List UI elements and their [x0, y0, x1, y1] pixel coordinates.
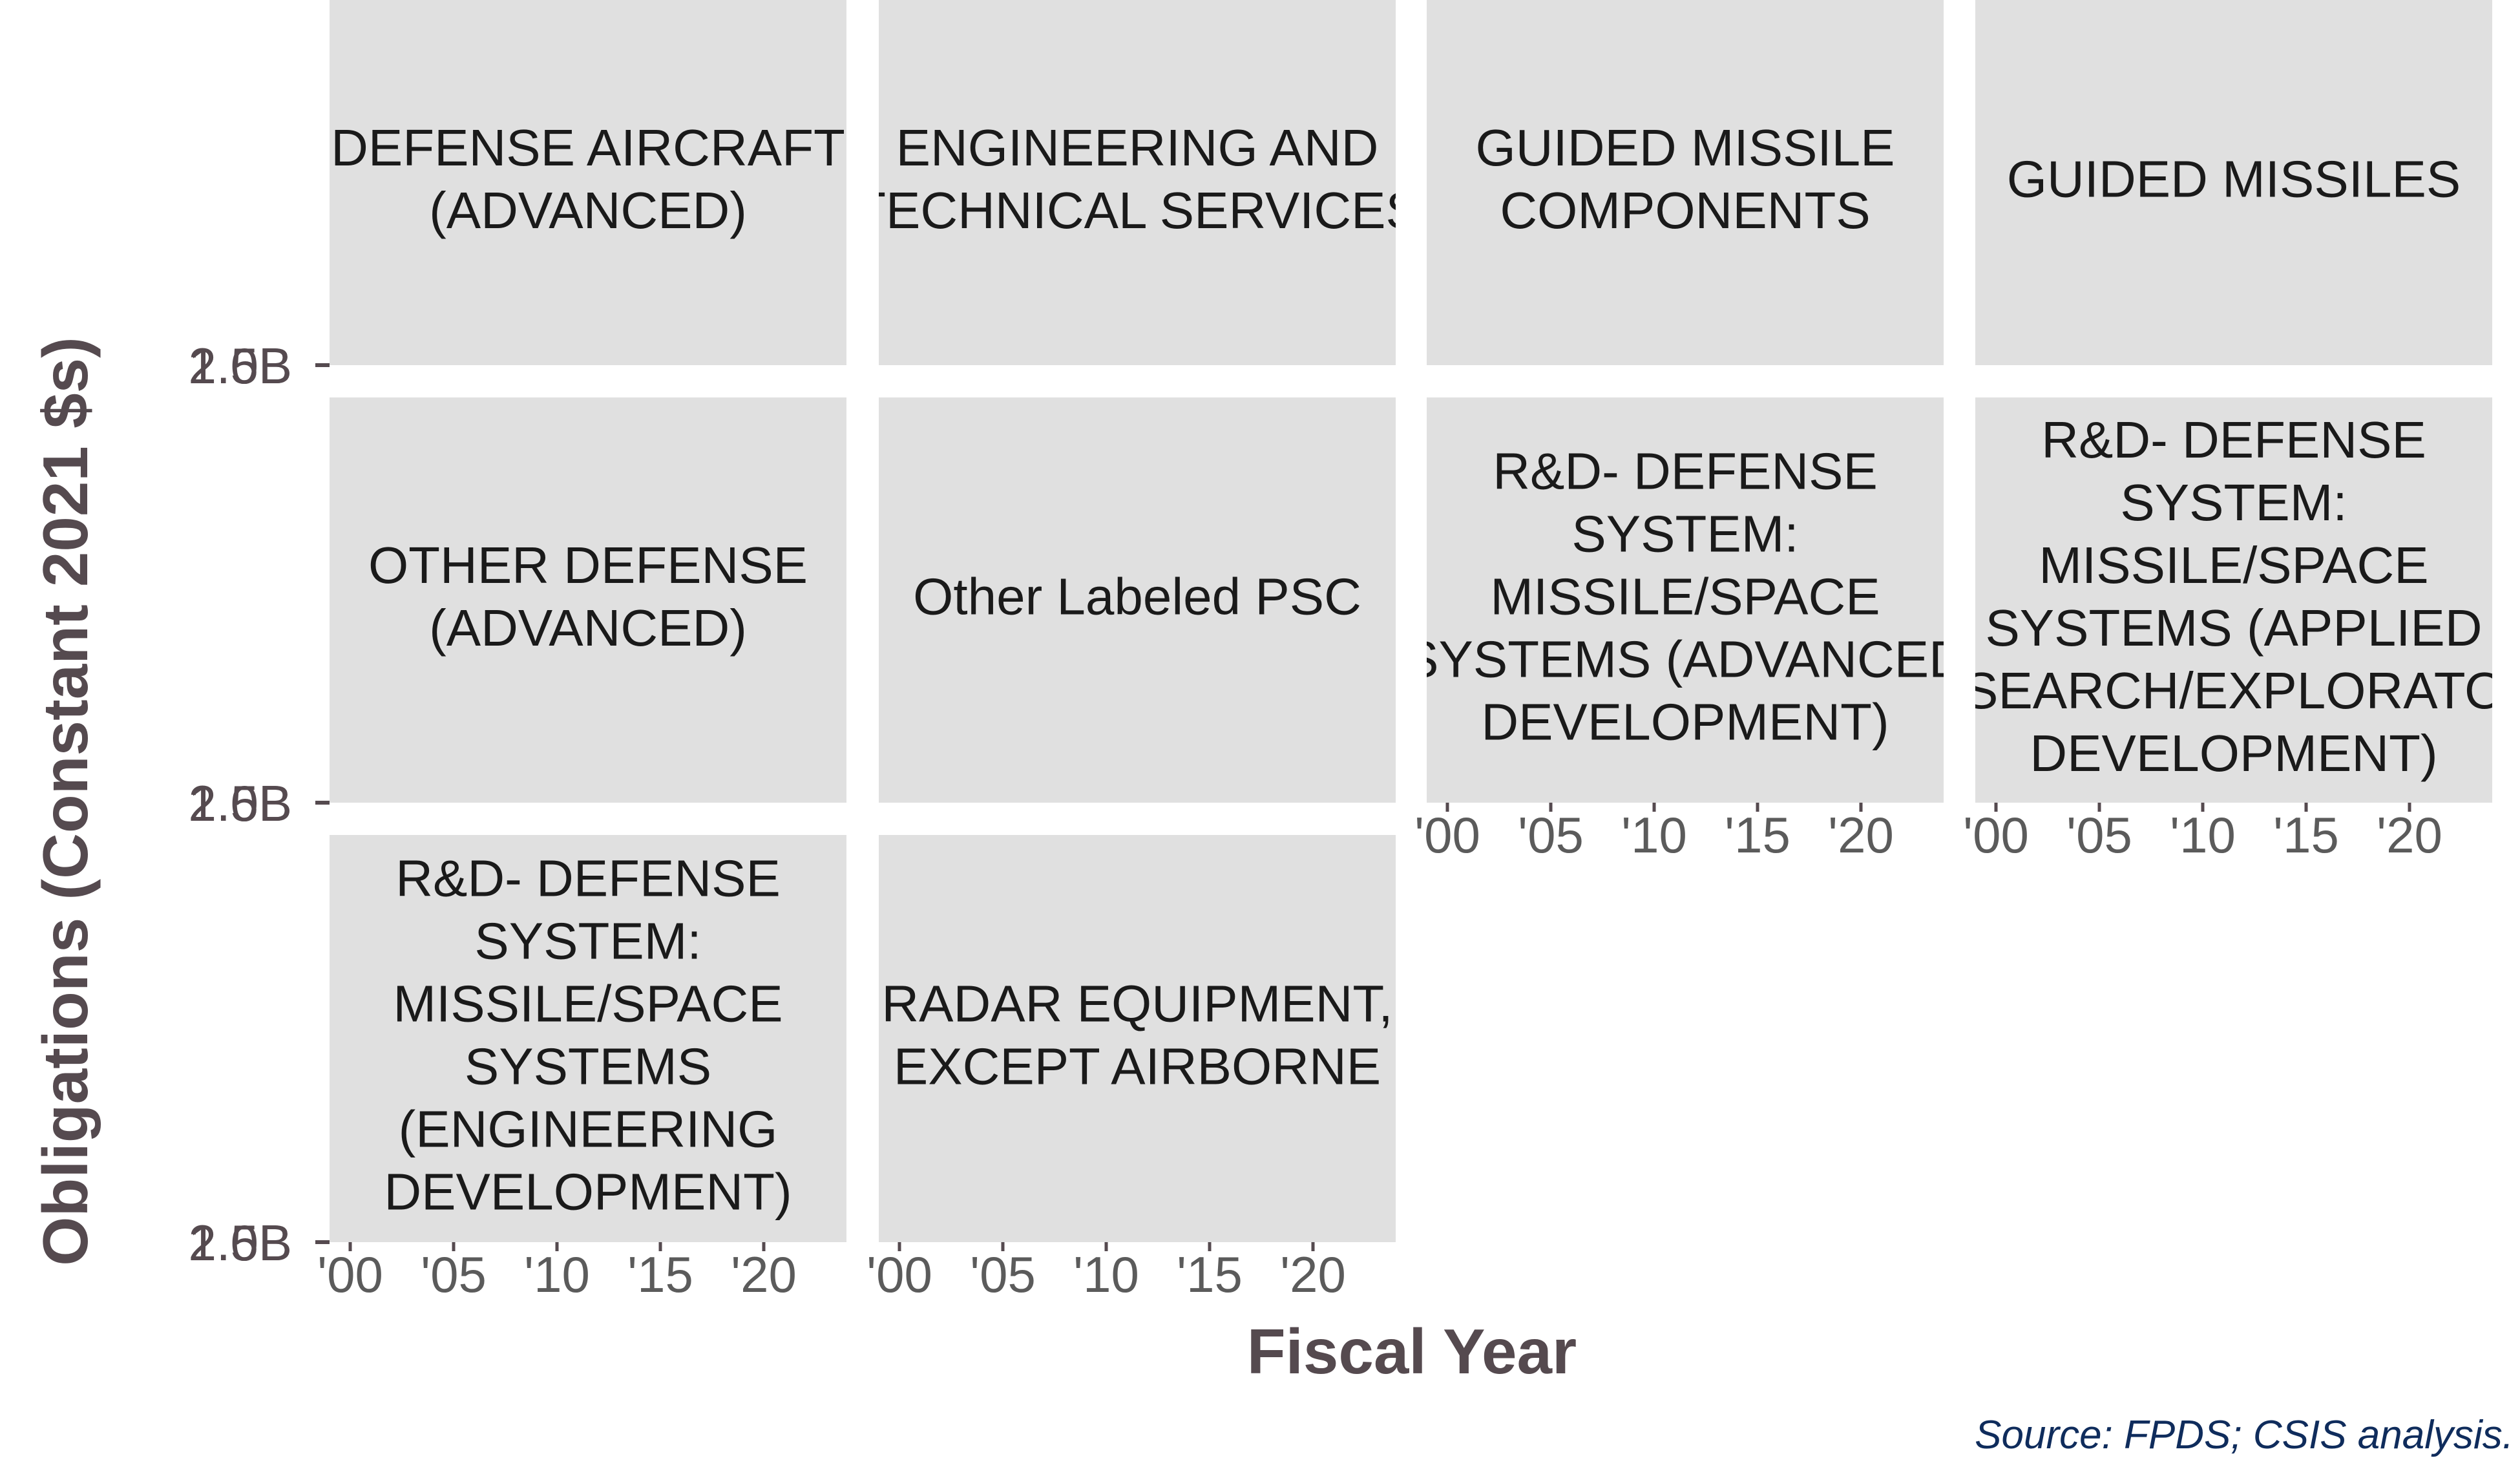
facet-panel: R&D- DEFENSE SYSTEM: MISSILE/SPACE SYSTEMS (… — [317, 835, 846, 1303]
facet-strip-label-line: GUIDED MISSILE — [1475, 119, 1895, 176]
facet-strip-label-line: R&D- DEFENSE — [395, 850, 781, 907]
x-tick-label: '15 — [627, 1246, 693, 1303]
x-tick-label: '20 — [731, 1246, 797, 1303]
x-axis-title: Fiscal Year — [1247, 1316, 1577, 1387]
facet-panel-background — [330, 835, 846, 1242]
x-tick-label: '00 — [317, 1246, 383, 1303]
facet-panel: DEFENSE AIRCRAFT (ADVANCED) — [330, 0, 846, 365]
facet-strip-label-line: (ENGINEERING — [399, 1101, 778, 1158]
x-tick-label: '00 — [1414, 807, 1480, 863]
facet-strip-label-line: COMPONENTS — [1500, 182, 1870, 239]
facet-panel: GUIDED MISSILES — [1975, 0, 2492, 365]
x-tick-label: '20 — [1280, 1246, 1346, 1303]
y-tick-label: 2.0B — [189, 775, 292, 832]
facet-strip-label-line: SYSTEMS (ADVANCED — [1404, 631, 1966, 688]
facet-strip-label-line: SYSTEMS — [465, 1038, 711, 1095]
facet-strip-label-line: TECHNICAL SERVICES — [854, 182, 1420, 239]
x-tick-label: '15 — [1177, 1246, 1243, 1303]
facet-strip-label-line: ENGINEERING AND — [896, 119, 1379, 176]
facet-panel: ENGINEERING AND TECHNICAL SERVICES — [854, 0, 1420, 365]
facet-strip-label-line: (ADVANCED) — [429, 599, 747, 657]
facet-strip-label-line: DEVELOPMENT) — [1481, 693, 1889, 751]
facet-strip-label: DEFENSE AIRCRAFT (ADVANCED) — [331, 119, 845, 239]
x-tick-label: '10 — [1073, 1246, 1139, 1303]
x-tick-label: '00 — [866, 1246, 932, 1303]
facet-panel-background — [879, 835, 1396, 1242]
facet-strip-label: R&D- DEFENSE SYSTEM: MISSILE/SPACE SYSTEMS … — [1892, 411, 2520, 782]
x-tick-label: '20 — [2377, 807, 2442, 863]
facet-strip-label-line: R&D- DEFENSE — [1493, 443, 1878, 500]
facet-panel-background — [330, 397, 846, 803]
facet-panel-background — [879, 397, 1396, 803]
facet-strip-label-line: SYSTEMS (APPLIED — [1985, 599, 2482, 657]
x-tick-label: '05 — [2066, 807, 2132, 863]
facet-strip-label-line: EXCEPT AIRBORNE — [894, 1038, 1381, 1095]
facet-panel-background — [1427, 0, 1944, 365]
facet-panel: OTHER DEFENSE (ADVANCED) — [330, 397, 846, 803]
facet-panel-background — [879, 0, 1396, 365]
facet-strip-label: GUIDED MISSILES — [2007, 151, 2461, 208]
facet-panel-background — [330, 0, 846, 365]
x-tick-label: '05 — [421, 1246, 487, 1303]
facet-strip-label: RADAR EQUIPMENT, EXCEPT AIRBORNE — [881, 975, 1392, 1095]
x-tick-label: '20 — [1828, 807, 1894, 863]
x-tick-label: '10 — [524, 1246, 590, 1303]
facet-strip-label: OTHER DEFENSE (ADVANCED) — [368, 536, 808, 657]
y-tick-label: 1.5B — [189, 1214, 292, 1271]
facet-panel: RADAR EQUIPMENT, EXCEPT AIRBORNE '00 '05 '10… — [866, 835, 1396, 1303]
facet-strip-label: Other Labeled PSC — [913, 568, 1361, 626]
facet-strip-label-line: OTHER DEFENSE — [368, 536, 808, 594]
facet-strip-label: R&D- DEFENSE SYSTEM: MISSILE/SPACE SYSTEMS (… — [384, 850, 792, 1221]
facet-strip-label-line: MISSILE/SPACE — [2039, 536, 2428, 594]
facet-strip-label-line: (ADVANCED) — [429, 182, 747, 239]
facet-strip-label-line: SYSTEM: — [1571, 505, 1798, 563]
facet-strip-label: R&D- DEFENSE SYSTEM: MISSILE/SPACE SYSTEMS … — [1404, 443, 1966, 751]
facet-strip-label-line: Other Labeled PSC — [913, 568, 1361, 626]
x-tick-label: '10 — [1621, 807, 1687, 863]
facet-strip-label-line: RADAR EQUIPMENT, — [881, 975, 1392, 1033]
facet-panels: DEFENSE AIRCRAFT (ADVANCED) ENGINEERING AN… — [317, 0, 2520, 1303]
facet-panel: R&D- DEFENSE SYSTEM: MISSILE/SPACE SYSTEMS … — [1892, 397, 2520, 863]
facet-strip-label-line: DEFENSE AIRCRAFT — [331, 119, 845, 176]
y-tick-label: 2.0B — [189, 1214, 292, 1271]
x-tick-label: '05 — [1518, 807, 1584, 863]
x-tick-label: '15 — [2273, 807, 2339, 863]
facet-strip-label-line: RESEARCH/EXPLORATORY — [1892, 662, 2520, 719]
y-axis-title: Obligations (Constant 2021 $s) — [30, 337, 101, 1266]
facet-strip-label-line: SYSTEM: — [474, 913, 701, 970]
facet-panel-background — [1975, 397, 2492, 803]
facet-strip-label-line: GUIDED MISSILES — [2007, 151, 2461, 208]
source-caption: Source: FPDS; CSIS analysis. — [1975, 1413, 2514, 1457]
facet-panel-background — [1975, 0, 2492, 365]
y-axis: 1.5B2.0B1.5B2.0B1.5B2.0B — [189, 337, 330, 1271]
facet-strip-label: ENGINEERING AND TECHNICAL SERVICES — [854, 119, 1420, 239]
x-tick-label: '10 — [2170, 807, 2236, 863]
facet-strip-label-line: MISSILE/SPACE — [1490, 568, 1880, 626]
facet-panel: R&D- DEFENSE SYSTEM: MISSILE/SPACE SYSTEMS … — [1404, 397, 1966, 863]
facet-panel: GUIDED MISSILE COMPONENTS — [1427, 0, 1944, 365]
facet-strip-label-line: DEVELOPMENT) — [384, 1163, 792, 1221]
facet-strip-label-line: MISSILE/SPACE — [393, 975, 782, 1033]
x-tick-label: '05 — [970, 1246, 1036, 1303]
facet-panel-background — [1427, 397, 1944, 803]
facet-panel: Other Labeled PSC — [879, 397, 1396, 803]
y-tick-label: 1.5B — [189, 775, 292, 832]
y-tick-label: 2.0B — [189, 337, 292, 394]
facet-strip-label-line: R&D- DEFENSE — [2041, 411, 2426, 469]
facet-strip-label: GUIDED MISSILE COMPONENTS — [1475, 119, 1895, 239]
x-tick-label: '15 — [1725, 807, 1790, 863]
facet-strip-label-line: SYSTEM: — [2120, 474, 2347, 531]
facet-strip-label-line: DEVELOPMENT) — [2030, 724, 2437, 782]
x-tick-label: '00 — [1963, 807, 2029, 863]
y-tick-label: 1.5B — [189, 337, 292, 394]
